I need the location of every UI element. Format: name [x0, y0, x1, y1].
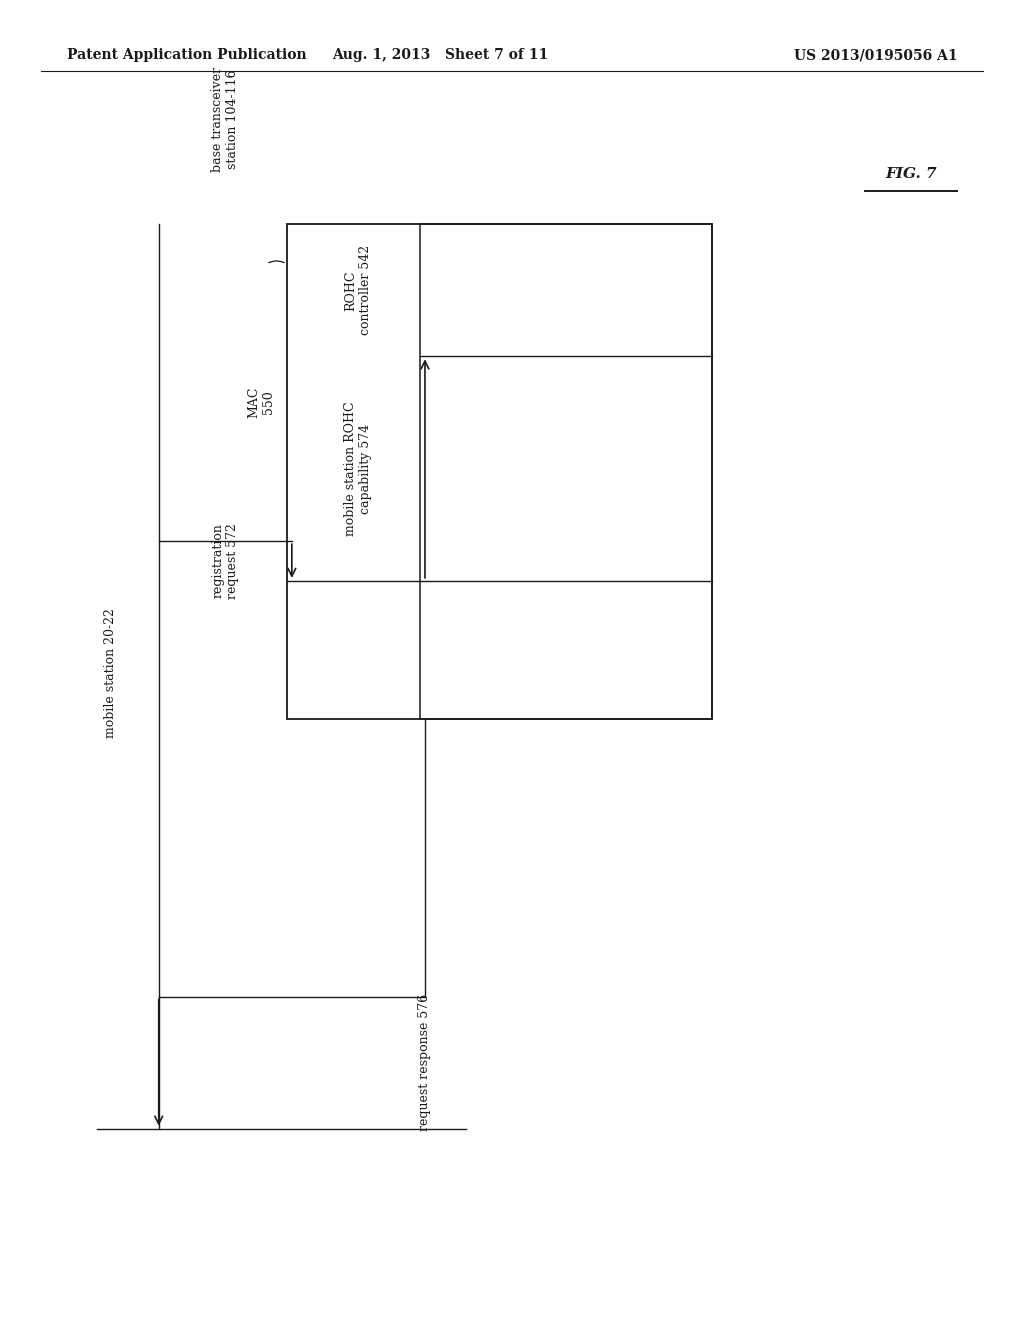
Text: MAC
550: MAC 550: [247, 387, 275, 418]
Text: US 2013/0195056 A1: US 2013/0195056 A1: [794, 49, 957, 62]
Text: mobile station ROHC
capability 574: mobile station ROHC capability 574: [344, 401, 373, 536]
Text: Patent Application Publication: Patent Application Publication: [67, 49, 306, 62]
Text: registration
request 572: registration request 572: [211, 523, 240, 599]
Text: request response 576: request response 576: [419, 994, 431, 1131]
Text: Aug. 1, 2013   Sheet 7 of 11: Aug. 1, 2013 Sheet 7 of 11: [332, 49, 549, 62]
Text: FIG. 7: FIG. 7: [886, 168, 937, 181]
Text: ROHC
controller 542: ROHC controller 542: [344, 246, 373, 335]
Bar: [420, 224, 712, 719]
Text: mobile station 20-22: mobile station 20-22: [104, 609, 117, 738]
Text: base transceiver
station 104-116: base transceiver station 104-116: [211, 66, 240, 172]
Bar: [287, 224, 712, 719]
